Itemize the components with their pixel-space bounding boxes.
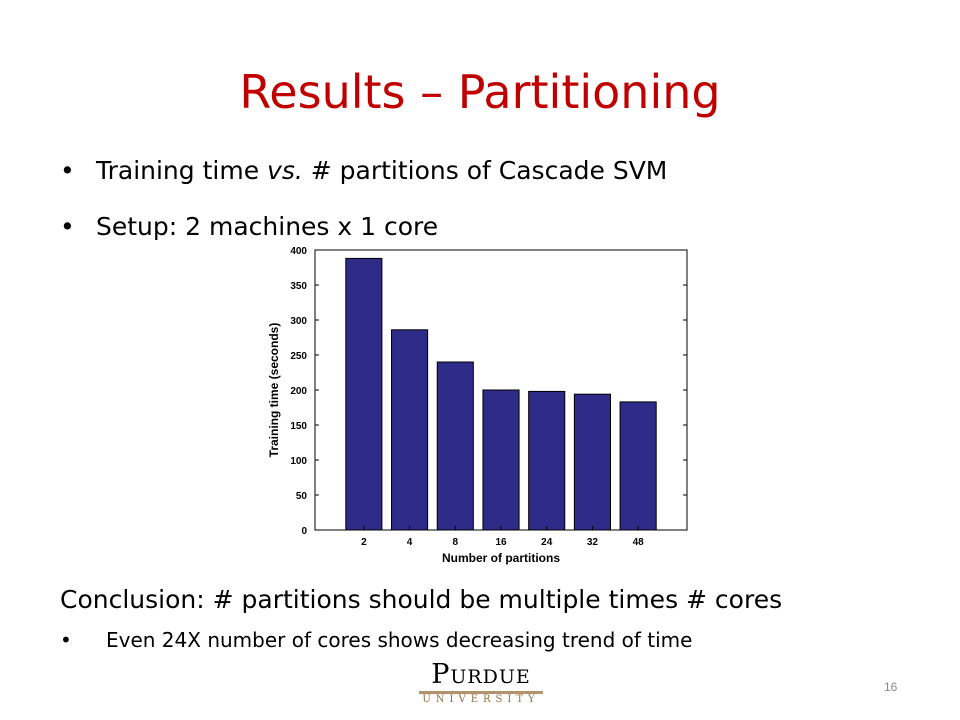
x-tick-label: 32	[587, 537, 599, 548]
y-tick-label: 200	[290, 386, 307, 397]
y-tick-label: 300	[290, 316, 307, 327]
bar-16	[482, 389, 520, 531]
x-tick-label: 4	[407, 537, 413, 548]
bullet-text-post: # partitions of Cascade SVM	[302, 156, 668, 185]
bar-4	[391, 329, 429, 531]
y-tick-label: 250	[290, 351, 307, 362]
x-tick-label: 48	[633, 537, 645, 548]
sub-bullet: • Even 24X number of cores shows decreasi…	[60, 626, 692, 654]
bullet-text-emphasis: vs.	[267, 156, 303, 185]
x-tick-label: 8	[453, 537, 459, 548]
bar-48	[619, 401, 657, 531]
bullet-list: Training time vs. # partitions of Cascad…	[60, 156, 667, 268]
page-number: 16	[884, 680, 898, 694]
bar-2	[345, 257, 383, 531]
slide-title: Results – Partitioning	[239, 65, 721, 119]
y-tick-label: 150	[290, 421, 307, 432]
y-axis-label: Training time (seconds)	[267, 323, 281, 458]
x-tick-label: 16	[495, 537, 507, 548]
bar-32	[573, 393, 611, 531]
logo-divider	[419, 691, 543, 694]
bar-24	[528, 390, 566, 531]
y-tick-label: 100	[290, 456, 307, 467]
x-tick-label: 2	[361, 537, 367, 548]
y-tick-label: 350	[290, 281, 307, 292]
bar-8	[436, 361, 474, 531]
logo-wordmark: Purdue	[431, 659, 531, 690]
y-tick-label: 400	[290, 246, 307, 257]
logo-subtext: UNIVERSITY	[422, 694, 540, 705]
y-tick-label: 50	[296, 491, 308, 502]
x-axis-label: Number of partitions	[442, 551, 560, 565]
bullet-item-setup: Setup: 2 machines x 1 core	[60, 212, 667, 242]
bullet-item-training-time: Training time vs. # partitions of Cascad…	[60, 156, 667, 186]
y-tick-label: 0	[301, 526, 307, 537]
bullet-text: Setup: 2 machines x 1 core	[96, 212, 439, 241]
x-tick-label: 24	[541, 537, 553, 548]
purdue-logo: Purdue UNIVERSITY	[413, 660, 549, 706]
sub-bullet-text: Even 24X number of cores shows decreasin…	[106, 628, 693, 652]
conclusion-text: Conclusion: # partitions should be multi…	[60, 585, 783, 614]
bullet-text-pre: Training time	[96, 156, 268, 185]
sub-bullet-marker: •	[60, 628, 72, 652]
